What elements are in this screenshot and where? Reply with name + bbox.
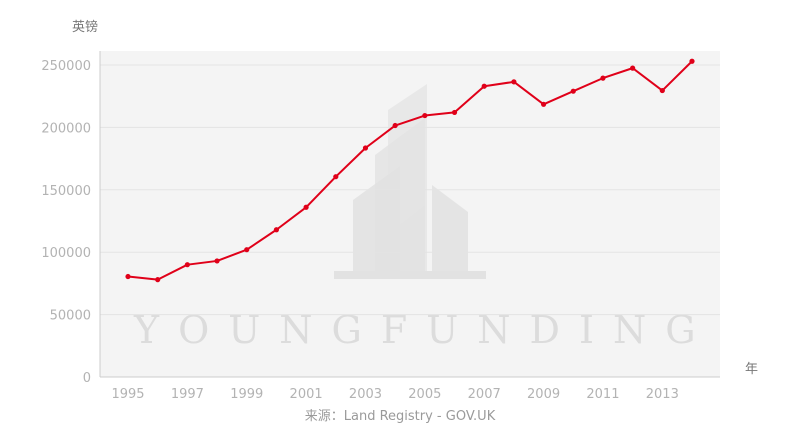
x-tick-label: 2009 xyxy=(527,387,560,402)
data-point xyxy=(184,262,190,268)
source-caption: 来源：Land Registry - GOV.UK xyxy=(304,409,496,424)
y-tick-label: 250000 xyxy=(41,59,91,74)
data-point xyxy=(600,75,606,81)
x-tick-label: 1995 xyxy=(111,387,144,402)
data-point xyxy=(689,58,695,64)
series-line xyxy=(127,60,693,281)
data-point xyxy=(333,174,339,180)
data-point xyxy=(540,101,547,107)
y-tick-label: 150000 xyxy=(41,184,91,199)
data-point xyxy=(630,65,636,71)
x-tick-label: 2003 xyxy=(349,387,382,402)
data-point xyxy=(155,277,161,283)
data-point xyxy=(273,227,280,233)
x-tick-label: 2001 xyxy=(290,387,323,402)
data-point xyxy=(451,109,458,116)
x-tick-label: 1997 xyxy=(171,387,204,402)
gridlines xyxy=(100,64,720,316)
data-point xyxy=(511,79,517,85)
data-point xyxy=(659,87,665,94)
y-tick-label: 50000 xyxy=(50,309,91,324)
x-tick-label: 2013 xyxy=(646,387,679,402)
data-point xyxy=(570,88,576,94)
data-point xyxy=(392,122,398,129)
y-axis-ticks: 0 50000 100000 150000 200000 250000 xyxy=(41,59,91,386)
data-point xyxy=(303,204,309,210)
series-group xyxy=(125,58,695,283)
x-tick-label: 2007 xyxy=(468,387,501,402)
x-tick-label: 1999 xyxy=(230,387,263,402)
data-point xyxy=(422,112,428,119)
watermark-logo xyxy=(334,84,486,279)
data-point xyxy=(481,83,487,89)
x-axis-ticks: 1995 1997 1999 2001 2003 2005 2007 2009 2011 2013 xyxy=(111,387,678,402)
data-point xyxy=(125,273,131,280)
watermark-text: YOUNGFUNDING xyxy=(133,308,715,352)
data-point xyxy=(244,247,250,253)
x-tick-label: 2011 xyxy=(586,387,619,402)
y-tick-label: 0 xyxy=(83,371,91,386)
y-tick-label: 200000 xyxy=(41,121,91,136)
x-axis-label: 年 xyxy=(745,362,759,377)
y-tick-label: 100000 xyxy=(41,246,91,261)
data-point xyxy=(362,145,369,151)
x-tick-label: 2005 xyxy=(408,387,441,402)
y-axis-label: 英镑 xyxy=(72,20,99,35)
data-point xyxy=(214,258,220,264)
